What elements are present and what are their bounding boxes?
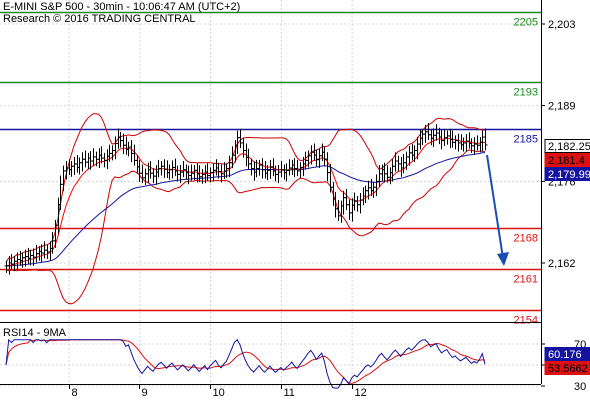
chart-title: E-MINI S&P 500 - 30min - 10:06:47 AM (UT… bbox=[3, 1, 241, 13]
level-label-2205: 2205 bbox=[514, 17, 538, 29]
level-label-2161: 2161 bbox=[514, 274, 538, 286]
price-axis-label: 2,203 bbox=[548, 19, 576, 31]
level-label-2168: 2168 bbox=[514, 233, 538, 245]
time-axis-label: 10 bbox=[213, 387, 225, 399]
price-axis-label: 2,162 bbox=[548, 258, 576, 270]
time-axis-label: 11 bbox=[284, 387, 295, 399]
rsi-lines bbox=[5, 338, 486, 389]
rsi-axis-label: 30 bbox=[574, 381, 586, 393]
price-axis-label: 2,189 bbox=[548, 101, 576, 113]
price-levels: 2205 2193 2185 2168 2161 2154 bbox=[0, 11, 541, 327]
slow-ma-tag-box bbox=[544, 167, 590, 181]
price-bars bbox=[4, 123, 488, 275]
rsi-ma-value-tag-text: 53.5662 bbox=[548, 363, 588, 375]
research-credit: Research © 2016 TRADING CENTRAL bbox=[3, 13, 196, 25]
forecast-arrow-head bbox=[497, 252, 509, 266]
fast-ma-tag-box bbox=[544, 153, 590, 167]
rsi-value-tag-box bbox=[544, 347, 590, 361]
indicators bbox=[5, 113, 486, 305]
rsi-value-tag-text: 60.176 bbox=[548, 349, 582, 361]
rsi-panel-title: RSI14 - 9MA bbox=[3, 327, 67, 339]
last-price-tag-text: 2,182.25 bbox=[548, 141, 590, 153]
time-axis-label: 12 bbox=[355, 387, 367, 399]
fast-ma-tag-text: 2,181.4 bbox=[548, 155, 585, 167]
forecast-arrow-shaft bbox=[486, 154, 504, 259]
rsi-ma-value-tag-box bbox=[544, 361, 590, 375]
level-label-2193: 2193 bbox=[514, 87, 538, 99]
slow-moving-average-line bbox=[5, 152, 486, 267]
time-axis-label: 8 bbox=[72, 387, 78, 399]
level-label-2185: 2185 bbox=[514, 134, 538, 146]
rsi-line bbox=[5, 338, 486, 389]
chart-frame bbox=[0, 0, 542, 385]
time-axis-label: 9 bbox=[142, 387, 148, 399]
value-tags: 2,182.25 2,181.4 2,179.99 60.176 53.5662 bbox=[544, 139, 590, 375]
forecast-arrow bbox=[486, 154, 509, 266]
level-label-2154: 2154 bbox=[514, 315, 538, 327]
main-grid bbox=[0, 0, 541, 384]
bollinger-lower-line bbox=[5, 149, 486, 305]
last-price-tag-box bbox=[544, 139, 590, 153]
bollinger-upper-line bbox=[5, 113, 486, 263]
fast-moving-average-line bbox=[5, 137, 486, 267]
slow-ma-tag-text: 2,179.99 bbox=[548, 169, 590, 181]
